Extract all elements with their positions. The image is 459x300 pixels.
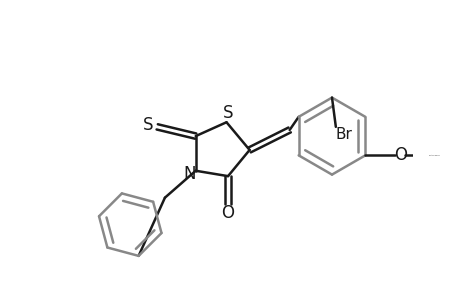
Text: S: S: [142, 116, 153, 134]
Text: O: O: [393, 146, 406, 164]
Text: methyl implied: methyl implied: [428, 155, 439, 156]
Text: S: S: [222, 104, 233, 122]
Text: Br: Br: [335, 127, 351, 142]
Text: N: N: [183, 165, 196, 183]
Text: O: O: [221, 204, 234, 222]
